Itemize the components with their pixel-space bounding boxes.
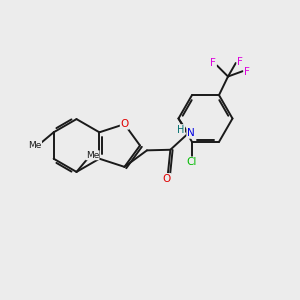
Text: O: O xyxy=(120,119,129,129)
Text: F: F xyxy=(244,67,250,77)
Text: Cl: Cl xyxy=(187,157,197,167)
Text: F: F xyxy=(210,58,216,68)
Text: O: O xyxy=(162,174,171,184)
Text: N: N xyxy=(187,128,195,138)
Text: Me: Me xyxy=(86,151,99,160)
Text: H: H xyxy=(177,125,184,135)
Text: Me: Me xyxy=(28,141,42,150)
Text: F: F xyxy=(237,56,243,67)
